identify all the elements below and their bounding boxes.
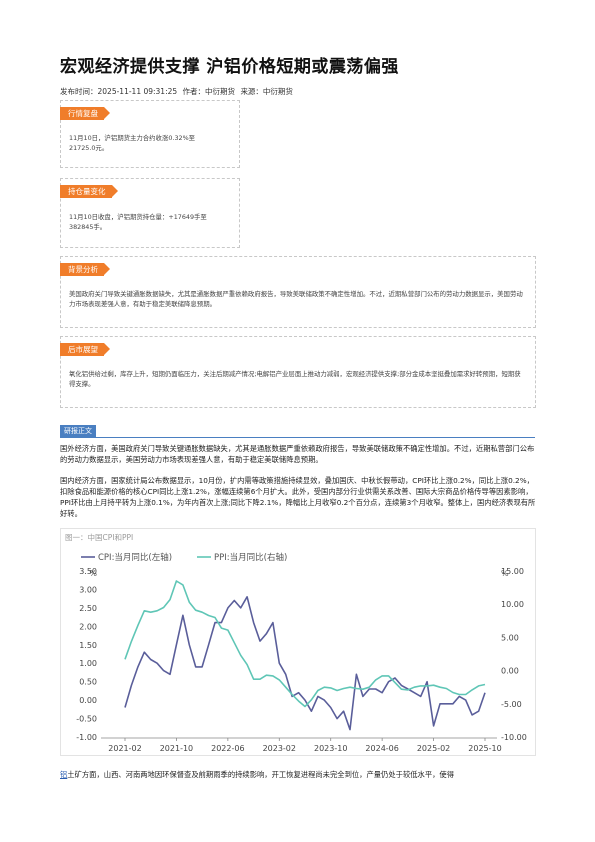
left-tick-label: 2.50 [79,604,97,613]
legend-entry: PPI:当月同比(右轴) [214,552,287,563]
right-tick-label: 0.00 [501,667,519,676]
right-tick-label: 5.00 [501,633,519,642]
x-tick-label: 2024-06 [365,744,398,753]
summary-box-position: 持仓量变化 11月10日收盘，沪铝期货持仓量：+17649手至382845手。 [60,178,240,248]
left-tick-label: -1.00 [76,733,97,742]
paragraph-bauxite-text: 土矿方面，山西、河南两地因环保督查及前期雨季的持续影响，开工恢复进程尚未完全到位… [67,770,455,779]
series-line [124,580,486,708]
right-tick-label: -5.00 [501,700,522,709]
series-line [124,596,486,731]
right-tick-label: -10.00 [501,733,527,742]
x-tick-label: 2025-10 [468,744,501,753]
summary-box-review: 行情复盘 11月10日，沪铝期货主力合约收涨0.32%至21725.0元。 [60,100,240,168]
cpi-ppi-chart: 图一：中国CPI和PPI CPI:当月同比(左轴) PPI:当月同比(右轴)%% -1… [60,528,536,756]
left-tick-label: 1.00 [79,659,97,668]
left-tick-label: 3.50 [79,567,97,576]
right-tick-label: 15.00 [501,567,524,576]
left-tick-label: 0.00 [79,696,97,705]
left-tick-label: 1.50 [79,641,97,650]
article-meta: 发布时间：2025-11-11 09:31:25 作者：中衍期货 来源：中衍期货 [60,86,296,97]
left-tick-label: -0.50 [76,715,97,724]
left-tick-label: 0.50 [79,678,97,687]
paragraph-domestic-economy: 国内经济方面，国家统计局公布数据显示，10月份，扩内需等政策措施持续显效，叠加国… [60,476,536,518]
right-axis-unit: % [501,569,509,578]
left-tick-label: 2.00 [79,622,97,631]
publish-time: 发布时间：2025-11-11 09:31:25 [60,87,178,96]
section-label: 研报正文 [60,425,96,437]
summary-text: 美国政府关门导致关键通胀数据缺失，尤其是通胀数据严重依赖政府报告，导致美联储政策… [69,290,523,308]
x-tick-label: 2021-02 [108,744,141,753]
x-tick-label: 2025-02 [417,744,450,753]
summary-box-background: 背景分析 美国政府关门导致关键通胀数据缺失，尤其是通胀数据严重依赖政府报告，导致… [60,256,536,328]
page-title: 宏观经济提供支撑 沪铝价格短期或震荡偏强 [60,57,399,77]
right-tick-label: 10.00 [501,600,524,609]
x-tick-label: 2023-02 [263,744,296,753]
author: 作者：中衍期货 [182,87,236,96]
section-divider [60,437,535,438]
chart-svg: 图一：中国CPI和PPI CPI:当月同比(左轴) PPI:当月同比(右轴)% % -1… [65,532,527,753]
summary-box-outlook: 后市展望 氧化铝供给过剩，库存上升，短期仍面临压力，关注后期减产情况;电解铝产业… [60,336,536,408]
x-tick-label: 2021-10 [160,744,193,753]
summary-tag: 背景分析 [60,263,110,276]
source: 来源：中衍期货 [240,87,293,96]
summary-text: 11月10日收盘，沪铝期货持仓量：+17649手至382845手。 [69,213,207,231]
chart-title: 图一：中国CPI和PPI [65,532,133,542]
x-tick-label: 2023-10 [314,744,347,753]
summary-tag: 行情复盘 [60,107,110,120]
summary-tag: 持仓量变化 [60,185,117,198]
left-axis-unit: % [89,569,97,578]
x-tick-label: 2022-06 [211,744,244,753]
aluminum-link[interactable]: 铝 [60,770,68,779]
legend-entry: CPI:当月同比(左轴) [98,552,172,563]
summary-text: 氧化铝供给过剩，库存上升，短期仍面临压力，关注后期减产情况;电解铝产业层面上推动… [69,370,521,388]
left-tick-label: 3.00 [79,585,97,594]
paragraph-foreign-economy: 国外经济方面，美国政府关门导致关键通胀数据缺失，尤其是通胀数据严重依赖政府报告，… [60,444,535,464]
summary-tag: 后市展望 [60,343,110,356]
summary-text: 11月10日，沪铝期货主力合约收涨0.32%至21725.0元。 [69,134,196,152]
paragraph-bauxite: 铝土矿方面，山西、河南两地因环保督查及前期雨季的持续影响，开工恢复进程尚未完全到… [60,769,536,780]
